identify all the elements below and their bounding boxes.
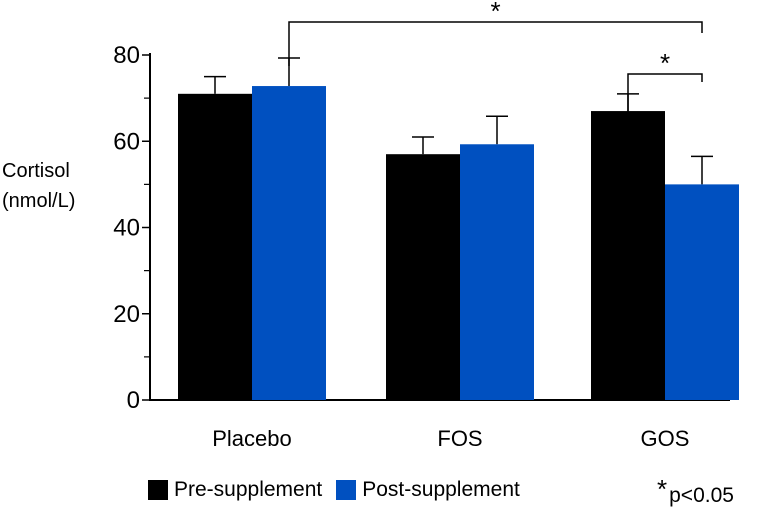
y-axis-label-line-2: (nmol/L) — [2, 190, 76, 212]
y-axis-label-line-1: Cortisol — [2, 160, 70, 182]
y-tick-label-0: 0 — [127, 387, 140, 414]
y-tick-label-40: 40 — [113, 215, 140, 242]
y-tick-label-20: 20 — [113, 301, 140, 328]
significance-note-text: p<0.05 — [669, 484, 734, 507]
bar-fos-post — [460, 144, 534, 400]
legend-label-pre: Pre-supplement — [174, 478, 323, 501]
legend-label-post: Post-supplement — [362, 478, 520, 501]
legend-swatch-post — [336, 480, 357, 500]
bar-fos-pre — [386, 154, 460, 400]
bar-placebo-post — [252, 86, 326, 401]
significance-note: *p<0.05 — [657, 474, 734, 509]
significance-star-1: * — [490, 0, 500, 26]
x-tick-label-placebo: Placebo — [212, 426, 292, 451]
significance-bracket-2 — [627, 73, 703, 164]
significance-star-2: * — [660, 48, 670, 78]
significance-bracket-1 — [288, 21, 703, 66]
legend-swatch-pre — [148, 480, 168, 500]
legend: Pre-supplement Post-supplement — [148, 478, 534, 502]
y-tick-label-60: 60 — [113, 128, 140, 155]
y-tick-label-80: 80 — [113, 42, 140, 69]
bar-gos-post — [665, 184, 739, 400]
bar-placebo-pre — [178, 93, 252, 400]
significance-note-star: * — [657, 474, 668, 504]
x-tick-label-gos: GOS — [641, 426, 690, 451]
y-axis-label: Cortisol (nmol/L) — [2, 156, 75, 216]
x-tick-label-fos: FOS — [437, 426, 482, 451]
